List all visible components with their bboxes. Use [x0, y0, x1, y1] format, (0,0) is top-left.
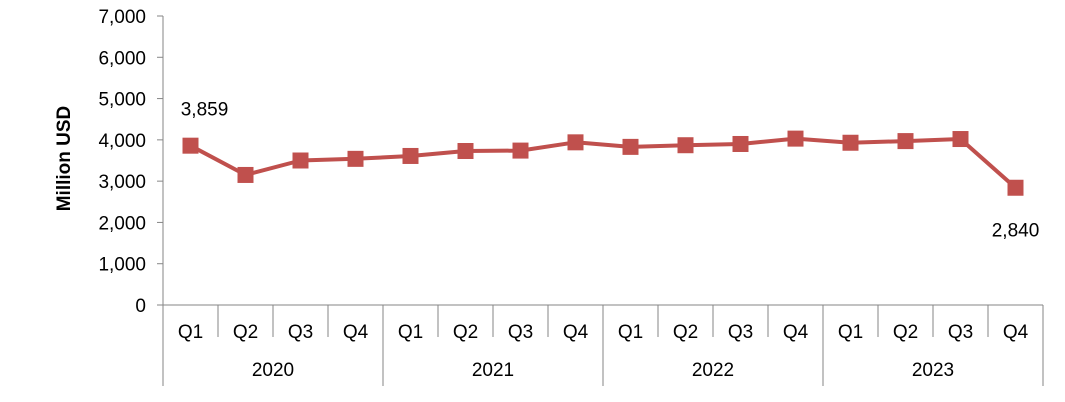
data-point	[512, 142, 529, 159]
data-point	[787, 130, 804, 147]
x-group-label: 2023	[912, 360, 954, 381]
x-tick-label: Q4	[343, 322, 369, 343]
x-axis-ticks: Q1 Q2 Q3 Q4 Q1 Q2 Q3 Q4 Q1 Q2 Q3 Q4 Q1 Q2 Q3 Q4 2020 2021…	[162, 305, 1044, 386]
y-tick-label: 3,000	[98, 172, 146, 193]
y-tick-label: 5,000	[98, 90, 146, 111]
x-tick-label: Q3	[948, 322, 973, 343]
x-tick-label: Q3	[508, 322, 533, 343]
data-point	[292, 152, 309, 169]
data-point	[402, 147, 419, 164]
x-tick-label: Q3	[288, 322, 313, 343]
x-tick-label: Q1	[618, 322, 643, 343]
x-group-label: 2022	[692, 360, 734, 381]
y-axis-title: Million USD	[54, 106, 75, 212]
x-tick-label: Q1	[838, 322, 863, 343]
data-point	[1007, 179, 1024, 196]
x-tick-label: Q4	[783, 322, 809, 343]
x-tick-label: Q2	[233, 322, 258, 343]
x-tick-label: Q2	[453, 322, 478, 343]
data-point	[347, 150, 364, 167]
y-tick-label: 4,000	[98, 131, 146, 152]
data-point	[567, 134, 584, 151]
x-tick-label: Q4	[563, 322, 589, 343]
x-tick-label: Q2	[673, 322, 698, 343]
data-point	[842, 134, 859, 151]
x-group-label: 2020	[252, 360, 294, 381]
data-point	[732, 135, 749, 152]
y-tick-label: 0	[135, 296, 146, 317]
y-tick-label: 7,000	[98, 7, 146, 28]
data-point	[897, 133, 914, 150]
x-tick-label: Q1	[398, 322, 423, 343]
data-point	[622, 138, 639, 155]
y-tick-label: 6,000	[98, 48, 146, 69]
data-label: 2,840	[992, 221, 1040, 242]
x-tick-label: Q4	[1003, 322, 1029, 343]
x-group-label: 2021	[472, 360, 514, 381]
data-point	[457, 143, 474, 160]
data-point	[952, 131, 969, 148]
series-line	[189, 136, 1017, 190]
y-axis-ticks: 0 1,000 2,000 3,000 4,000 5,000 6,000 7,000	[98, 7, 163, 317]
series	[182, 130, 1024, 196]
data-point	[677, 137, 694, 154]
data-labels: 3,859 2,840	[181, 100, 1040, 242]
x-tick-label: Q2	[893, 322, 918, 343]
data-label: 3,859	[181, 100, 229, 121]
y-tick-label: 2,000	[98, 213, 146, 234]
x-tick-label: Q3	[728, 322, 753, 343]
y-tick-label: 1,000	[98, 255, 146, 276]
data-point	[237, 166, 254, 183]
data-point	[182, 137, 199, 154]
x-tick-label: Q1	[178, 322, 203, 343]
